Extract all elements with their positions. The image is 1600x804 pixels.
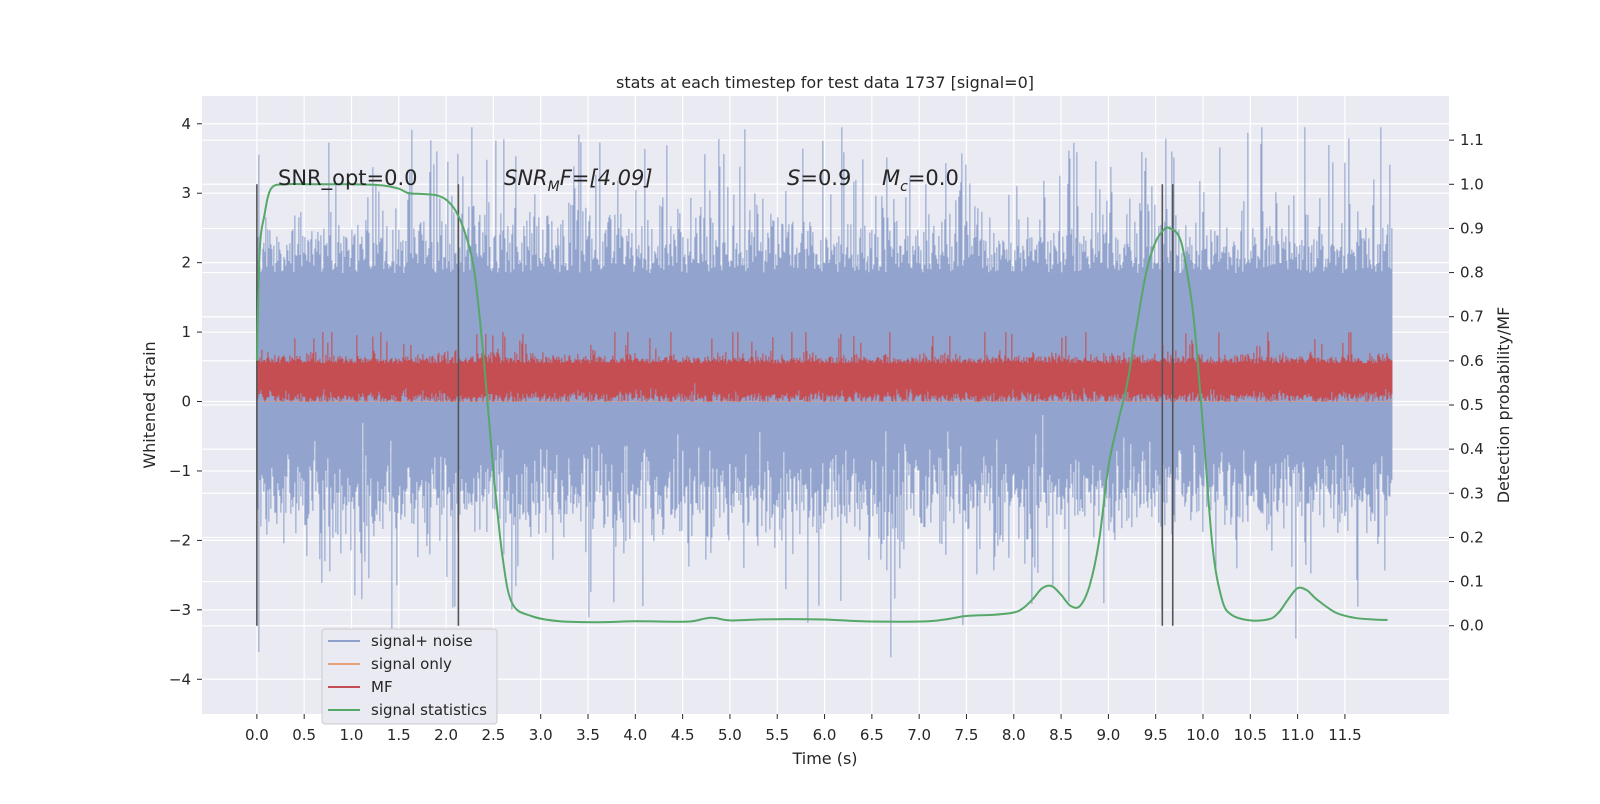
y-axis-label-right: Detection probability/MF bbox=[1494, 307, 1513, 504]
annotation-snr-mf-sub: M bbox=[548, 179, 560, 195]
x-tick-label: 8.5 bbox=[1049, 726, 1073, 744]
x-tick-label: 2.0 bbox=[434, 726, 458, 744]
y-tick-label-right: 0.2 bbox=[1460, 528, 1484, 546]
legend-label-signal-statistics: signal statistics bbox=[371, 701, 487, 719]
y-tick-label-right: 0.0 bbox=[1460, 617, 1484, 635]
annotation-snr-mf-value: F=[4.09] bbox=[560, 166, 653, 190]
y-tick-label-right: 1.1 bbox=[1460, 131, 1484, 149]
annotation-mc: Mc=0.0 bbox=[882, 166, 959, 195]
y-tick-label-right: 0.6 bbox=[1460, 352, 1484, 370]
x-tick-label: 11.5 bbox=[1328, 726, 1361, 744]
x-tick-label: 4.0 bbox=[623, 726, 647, 744]
x-tick-label: 5.0 bbox=[718, 726, 742, 744]
y-tick-label: 0 bbox=[181, 393, 191, 411]
y-tick-label: −1 bbox=[169, 462, 191, 480]
annotation-snr-mf-base: SNR bbox=[504, 166, 548, 190]
series-signal-statistics bbox=[255, 182, 1388, 624]
x-tick-label: 4.5 bbox=[671, 726, 695, 744]
x-tick-label: 8.0 bbox=[1002, 726, 1026, 744]
y-tick-label-right: 1.0 bbox=[1460, 175, 1484, 193]
y-tick-label: −4 bbox=[169, 670, 191, 688]
y-tick-label-right: 0.8 bbox=[1460, 264, 1484, 282]
annotation-snr-mf: SNRMF=[4.09] bbox=[504, 166, 653, 195]
legend-box bbox=[321, 628, 498, 725]
x-tick-label: 7.0 bbox=[907, 726, 931, 744]
chart-title: stats at each timestep for test data 173… bbox=[616, 73, 1034, 92]
y-tick-label-right: 0.1 bbox=[1460, 573, 1484, 591]
annotation-mc-sub: c bbox=[900, 179, 908, 195]
y-tick-label: 1 bbox=[181, 323, 191, 341]
x-tick-label: 0.5 bbox=[292, 726, 316, 744]
x-tick-label: 6.0 bbox=[813, 726, 837, 744]
y-tick-label: −2 bbox=[169, 531, 191, 549]
x-tick-label: 6.5 bbox=[860, 726, 884, 744]
x-tick-label: 3.0 bbox=[529, 726, 553, 744]
y-tick-label-right: 0.3 bbox=[1460, 484, 1484, 502]
x-tick-label: 2.5 bbox=[481, 726, 505, 744]
annotation-mc-symbol: M bbox=[882, 166, 900, 190]
x-tick-label: 1.0 bbox=[340, 726, 364, 744]
x-tick-label: 11.0 bbox=[1281, 726, 1314, 744]
x-tick-label: 10.5 bbox=[1234, 726, 1267, 744]
annotation-mc-value: =0.0 bbox=[908, 166, 959, 190]
legend: signal+ noise signal only MF signal stat… bbox=[321, 628, 498, 725]
annotation-s-symbol: S bbox=[787, 166, 800, 190]
x-tick-label: 9.0 bbox=[1096, 726, 1120, 744]
x-tick-label: 7.5 bbox=[955, 726, 979, 744]
y-tick-label: 2 bbox=[181, 254, 191, 272]
x-tick-label: 9.5 bbox=[1144, 726, 1168, 744]
vertical-markers bbox=[256, 184, 1174, 626]
x-tick-label: 1.5 bbox=[387, 726, 411, 744]
y-tick-label-right: 0.9 bbox=[1460, 219, 1484, 237]
legend-label-signal-only: signal only bbox=[371, 655, 452, 673]
y-tick-label-right: 0.4 bbox=[1460, 440, 1484, 458]
y-tick-label: −3 bbox=[169, 601, 191, 619]
y-tick-label-right: 0.5 bbox=[1460, 396, 1484, 414]
annotation-s-value: =0.9 bbox=[800, 166, 851, 190]
y-tick-label: 4 bbox=[181, 115, 191, 133]
x-tick-label: 3.5 bbox=[576, 726, 600, 744]
legend-label-mf: MF bbox=[371, 678, 393, 696]
tick-labels: 0.0 0.5 1.0 1.5 2.0 2.5 3.0 3.5 4.0 4.5 5.0 5.5 6.0 6… bbox=[169, 115, 1484, 744]
x-axis-label: Time (s) bbox=[791, 749, 857, 768]
annotation-s: S=0.9 bbox=[787, 166, 851, 190]
legend-label-signal-noise: signal+ noise bbox=[371, 632, 473, 650]
x-tick-label: 0.0 bbox=[245, 726, 269, 744]
x-tick-label: 5.5 bbox=[765, 726, 789, 744]
y-tick-label: 3 bbox=[181, 184, 191, 202]
annotation-snr-opt: SNR_opt=0.0 bbox=[278, 166, 418, 191]
x-tick-label: 10.0 bbox=[1186, 726, 1219, 744]
y-axis-label: Whitened strain bbox=[140, 341, 159, 468]
signal-statistics-line bbox=[255, 182, 1388, 624]
y-tick-label-right: 0.7 bbox=[1460, 308, 1484, 326]
